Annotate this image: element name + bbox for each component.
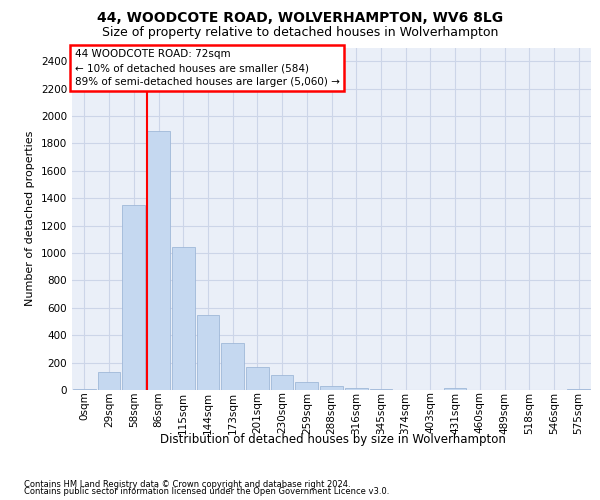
Text: 44, WOODCOTE ROAD, WOLVERHAMPTON, WV6 8LG: 44, WOODCOTE ROAD, WOLVERHAMPTON, WV6 8L… xyxy=(97,11,503,25)
Text: 44 WOODCOTE ROAD: 72sqm
← 10% of detached houses are smaller (584)
89% of semi-d: 44 WOODCOTE ROAD: 72sqm ← 10% of detache… xyxy=(74,49,340,87)
Y-axis label: Number of detached properties: Number of detached properties xyxy=(25,131,35,306)
Bar xyxy=(122,205,145,390)
Bar xyxy=(295,382,318,390)
Bar xyxy=(73,388,96,390)
Text: Contains public sector information licensed under the Open Government Licence v3: Contains public sector information licen… xyxy=(24,487,389,496)
Bar xyxy=(246,368,269,390)
Text: Size of property relative to detached houses in Wolverhampton: Size of property relative to detached ho… xyxy=(102,26,498,39)
Bar xyxy=(444,388,466,390)
Bar xyxy=(98,372,121,390)
Bar xyxy=(221,344,244,390)
Text: Contains HM Land Registry data © Crown copyright and database right 2024.: Contains HM Land Registry data © Crown c… xyxy=(24,480,350,489)
Text: Distribution of detached houses by size in Wolverhampton: Distribution of detached houses by size … xyxy=(160,432,506,446)
Bar xyxy=(147,131,170,390)
Bar xyxy=(197,316,219,390)
Bar xyxy=(172,247,194,390)
Bar xyxy=(345,388,368,390)
Bar xyxy=(271,375,293,390)
Bar xyxy=(320,386,343,390)
